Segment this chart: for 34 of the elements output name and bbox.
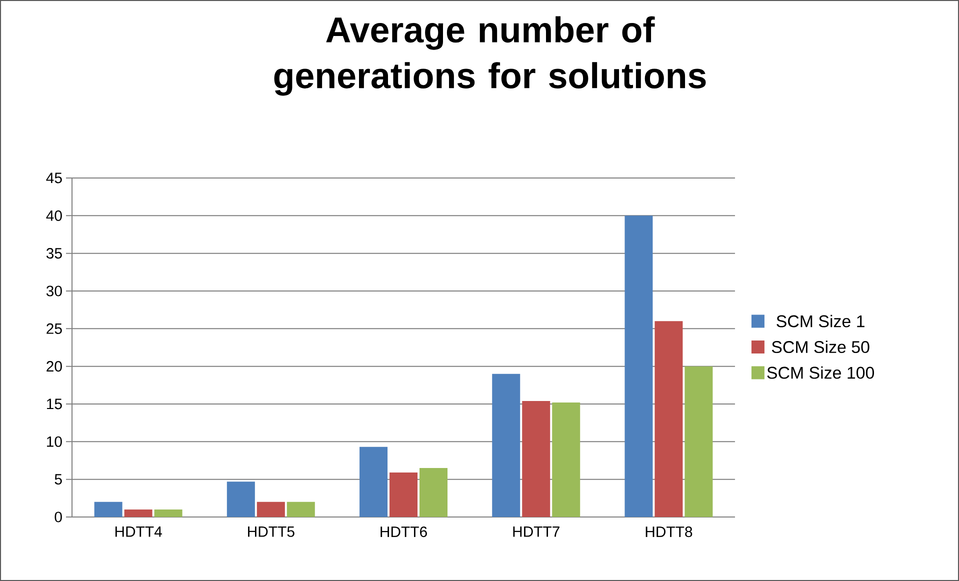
legend-label: SCM Size 1 xyxy=(776,314,864,328)
y-tick-label: 15 xyxy=(47,398,62,410)
bar xyxy=(360,446,388,517)
bar xyxy=(256,502,285,517)
chart-title: Average number of generations for solutions xyxy=(274,16,706,96)
x-tick-label: HDTT8 xyxy=(646,526,692,538)
bar xyxy=(420,468,448,517)
bar xyxy=(154,509,182,517)
bar xyxy=(684,366,713,517)
bar xyxy=(624,216,653,517)
y-tick-label: 45 xyxy=(46,172,62,184)
x-tick-label: HDTT6 xyxy=(380,526,427,538)
y-tick-label: 5 xyxy=(54,474,62,485)
bar xyxy=(124,509,152,517)
legend-label: SCM Size 100 xyxy=(767,366,874,379)
y-tick-label: 35 xyxy=(46,248,62,259)
x-tick-label: HDTT5 xyxy=(248,526,294,537)
y-tick-label: 30 xyxy=(46,286,62,296)
y-tick-label: 25 xyxy=(46,323,62,334)
y-tick-label: 0 xyxy=(54,512,62,522)
bar xyxy=(226,482,255,517)
y-tick-label: 40 xyxy=(46,210,62,221)
legend-label: SCM Size 50 xyxy=(772,340,870,354)
bar xyxy=(522,400,550,517)
x-tick-label: HDTT4 xyxy=(115,526,162,537)
bar xyxy=(654,321,683,517)
x-tick-label: HDTT7 xyxy=(513,526,560,537)
y-tick-label: 10 xyxy=(47,436,62,447)
bar xyxy=(492,374,520,517)
bar xyxy=(390,472,418,517)
y-tick-label: 20 xyxy=(46,361,62,372)
bar xyxy=(286,502,315,517)
bar xyxy=(94,502,122,517)
bar xyxy=(552,402,580,517)
